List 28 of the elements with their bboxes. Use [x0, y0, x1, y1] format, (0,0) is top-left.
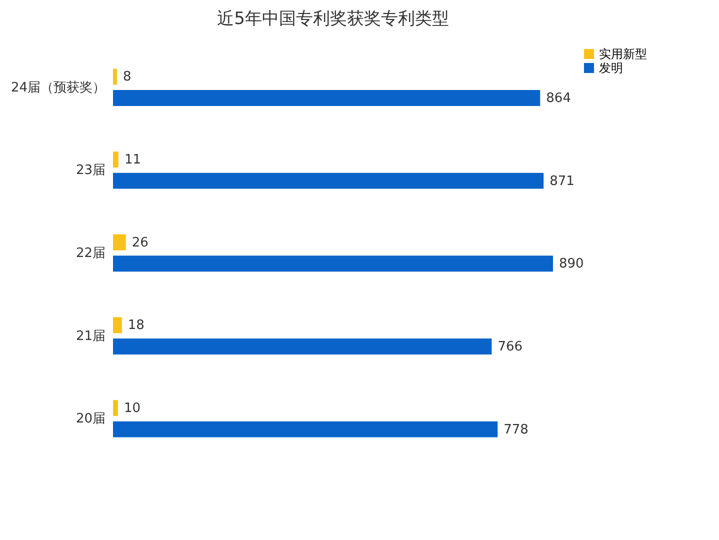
- bar: [113, 400, 118, 416]
- bar: [113, 152, 118, 168]
- data-label: 10: [124, 401, 140, 416]
- bar: [113, 68, 117, 85]
- bar: [113, 256, 553, 272]
- y-tick-label: 20届: [76, 412, 106, 427]
- data-label: 11: [124, 152, 141, 168]
- bar: [113, 234, 126, 250]
- data-label: 778: [504, 422, 528, 438]
- data-label: 18: [128, 318, 144, 334]
- legend-label: 实用新型: [599, 47, 647, 61]
- data-label: 8: [122, 70, 132, 85]
- bar: [113, 338, 492, 354]
- y-tick-label: 22届: [76, 246, 106, 261]
- y-tick-label: 21届: [76, 328, 106, 344]
- bar: [113, 421, 498, 438]
- data-label: 26: [132, 235, 148, 250]
- y-tick-label: 23届: [76, 163, 106, 178]
- legend-label: 发明: [599, 61, 623, 75]
- chart-title: 近5年中国专利奖获奖专利类型: [217, 9, 449, 29]
- data-label: 864: [546, 90, 571, 106]
- bar: [113, 172, 544, 189]
- bar: [113, 317, 122, 334]
- data-label: 890: [559, 256, 584, 272]
- y-tick-label: 24届（预获奖）: [10, 80, 106, 96]
- bar: [113, 90, 540, 106]
- data-label: 766: [498, 339, 523, 354]
- data-label: 871: [550, 174, 574, 189]
